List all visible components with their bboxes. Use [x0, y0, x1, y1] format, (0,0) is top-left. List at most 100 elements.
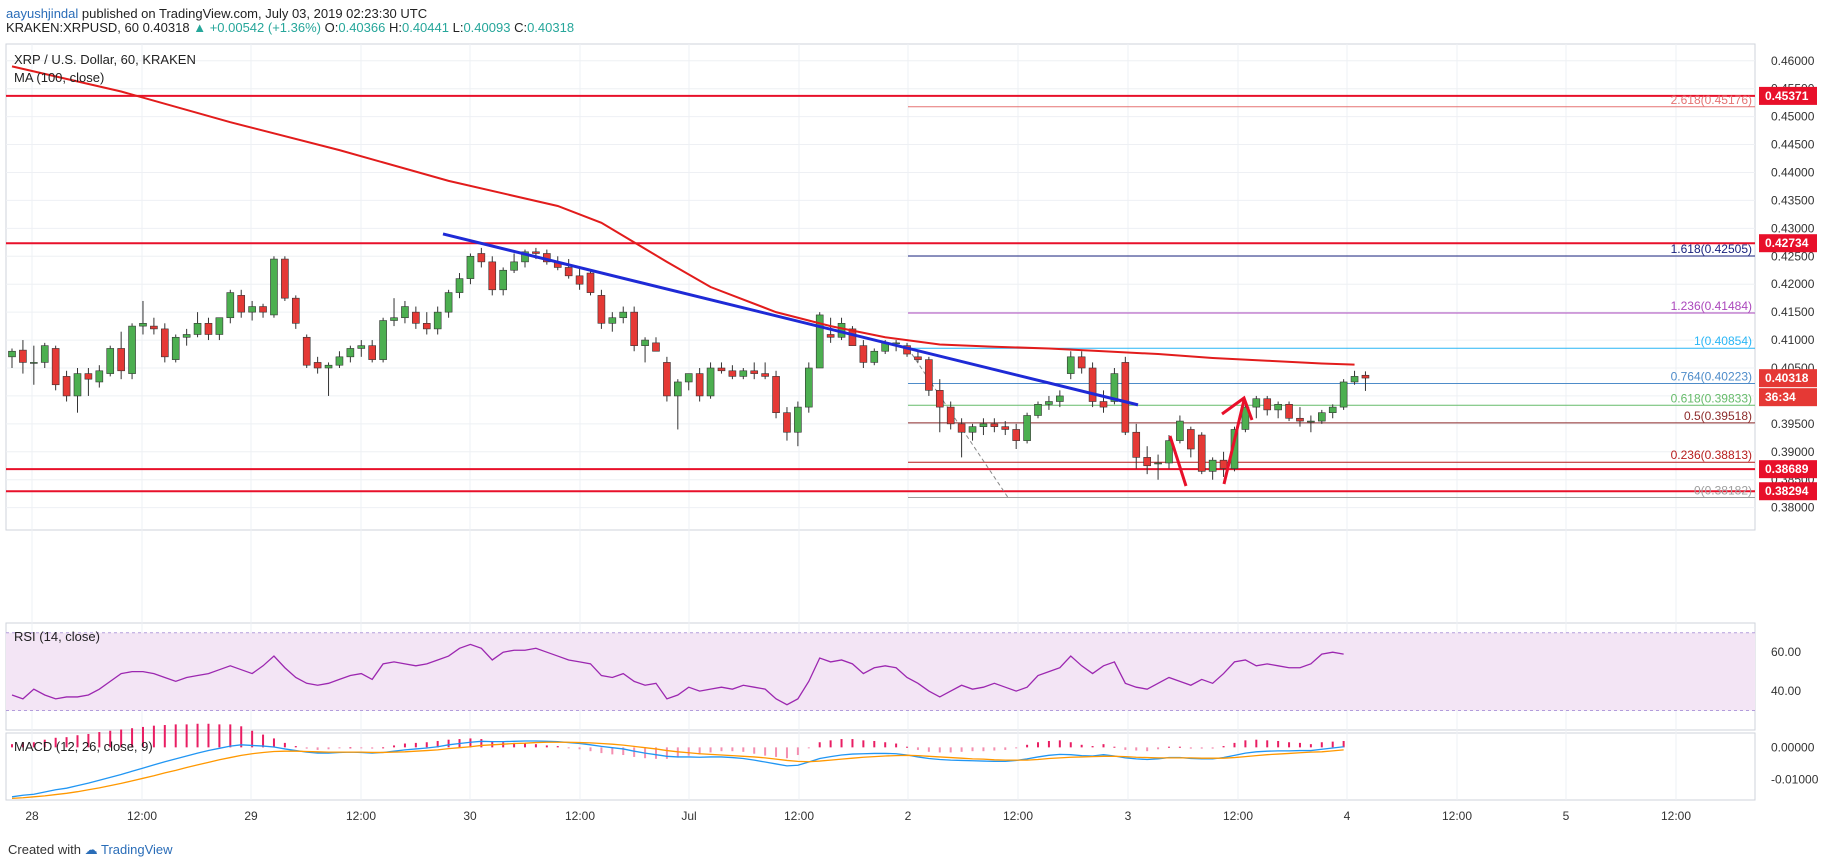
- macd-histogram-bar: [622, 747, 625, 756]
- candle-body: [346, 348, 355, 358]
- countdown-label: 36:34: [1765, 390, 1796, 404]
- header-ohlc-line: KRAKEN:XRPUSD, 60 0.40318 ▲ +0.00542 (+1…: [6, 20, 574, 35]
- candle-body: [161, 328, 169, 358]
- macd-histogram-bar: [425, 742, 428, 748]
- x-tick-label: 12:00: [1442, 809, 1472, 823]
- macd-histogram-bar: [131, 728, 134, 748]
- candle-body: [848, 328, 857, 346]
- candle-body: [390, 317, 398, 321]
- candle-body: [1307, 420, 1315, 423]
- candle-body: [815, 314, 824, 369]
- x-tick-label: 4: [1344, 809, 1351, 823]
- macd-histogram-bar: [218, 724, 221, 748]
- fib-level-label: 1.618(0.42505): [1671, 242, 1752, 256]
- macd-histogram-bar: [764, 747, 767, 756]
- macd-signal-line: [11, 741, 1344, 800]
- x-tick-label: 2: [905, 809, 912, 823]
- y-tick-label: 0.41500: [1771, 305, 1815, 319]
- open-label: O:: [324, 20, 339, 35]
- candle-body: [1165, 440, 1173, 464]
- ma-100-line: [11, 65, 1355, 366]
- candle-body: [1219, 459, 1228, 469]
- candle-body: [706, 367, 715, 397]
- candle-body: [619, 311, 628, 319]
- macd-histogram-bar: [698, 747, 701, 755]
- x-tick-label: 12:00: [127, 809, 157, 823]
- macd-histogram-bar: [1320, 742, 1323, 748]
- macd-histogram-bar: [262, 734, 265, 748]
- low-value: 0.40093: [463, 20, 511, 35]
- candle-body: [946, 406, 955, 425]
- macd-histogram-bar: [829, 740, 832, 748]
- fib-level-label: 0.5(0.39518): [1684, 409, 1752, 423]
- candle-body: [1274, 404, 1282, 411]
- fib-level-label: 1.236(0.41484): [1671, 299, 1752, 313]
- macd-histogram-bar: [1222, 746, 1225, 748]
- created-with-text: Created with: [8, 842, 81, 857]
- macd-histogram-bar: [163, 725, 166, 748]
- macd-histogram-bar: [785, 747, 788, 759]
- x-tick-label: 3: [1125, 809, 1132, 823]
- macd-line: [11, 740, 1344, 798]
- candle-body: [466, 255, 475, 279]
- macd-histogram-bar: [272, 738, 275, 748]
- rsi-tick-label: 40.00: [1771, 684, 1801, 698]
- candle-body: [62, 376, 71, 397]
- candle-body: [641, 339, 649, 346]
- candle-body: [575, 275, 584, 285]
- y-tick-label: 0.43000: [1771, 221, 1815, 235]
- low-label: L:: [452, 20, 464, 35]
- fib-level-label: 0(0.38182): [1694, 483, 1752, 497]
- author-link[interactable]: aayushjindal: [6, 6, 79, 21]
- close-value: 0.40318: [527, 20, 575, 35]
- candle-body: [335, 356, 344, 366]
- candle-body: [510, 261, 518, 271]
- macd-histogram-bar: [1015, 747, 1018, 749]
- macd-histogram-bar: [393, 745, 396, 748]
- candle-body: [521, 251, 529, 263]
- candle-body: [925, 359, 933, 391]
- macd-histogram-bar: [1244, 740, 1247, 748]
- candle-body: [477, 253, 486, 263]
- macd-histogram-bar: [11, 744, 13, 748]
- down-arrow-icon: [1168, 435, 1188, 487]
- level-price-label: 0.42734: [1765, 236, 1809, 250]
- macd-histogram-bar: [294, 746, 297, 748]
- last-price-label: 0.40318: [1765, 371, 1809, 385]
- candle-body: [150, 325, 158, 330]
- candle-body: [1001, 426, 1010, 430]
- y-tick-label: 0.44500: [1771, 138, 1815, 152]
- macd-histogram-bar: [1091, 746, 1094, 748]
- candle-body: [422, 323, 431, 330]
- macd-histogram-bar: [775, 747, 778, 757]
- y-tick-label: 0.43500: [1771, 193, 1815, 207]
- fib-level-label: 0.236(0.38813): [1671, 448, 1752, 462]
- candle-body: [204, 323, 213, 335]
- macd-histogram-bar: [316, 747, 319, 750]
- candle-body: [968, 426, 977, 433]
- macd-histogram-bar: [76, 735, 79, 748]
- candle-body: [1208, 459, 1217, 472]
- candle-body: [979, 423, 988, 427]
- last-price-box: [1759, 369, 1817, 388]
- candle-body: [313, 362, 322, 369]
- candle-body: [761, 373, 769, 377]
- macd-histogram-bar: [742, 747, 745, 752]
- candle-body: [674, 381, 682, 397]
- fib-level-label: 1(0.40854): [1694, 334, 1752, 348]
- macd-histogram-bar: [447, 739, 450, 748]
- fib-diagonal-line: [907, 347, 1009, 498]
- macd-histogram-bar: [251, 730, 254, 748]
- x-tick-label: 30: [463, 809, 477, 823]
- candle-body: [193, 323, 202, 335]
- macd-histogram-bar: [567, 747, 570, 749]
- macd-histogram-bar: [840, 739, 843, 748]
- macd-histogram-bar: [665, 747, 668, 759]
- tradingview-link[interactable]: TradingView: [101, 842, 173, 857]
- macd-histogram-bar: [1004, 747, 1007, 750]
- macd-histogram-bar: [611, 747, 614, 755]
- macd-histogram-bar: [98, 732, 101, 748]
- chart-title: XRP / U.S. Dollar, 60, KRAKEN: [14, 52, 196, 67]
- candle-body: [84, 373, 93, 380]
